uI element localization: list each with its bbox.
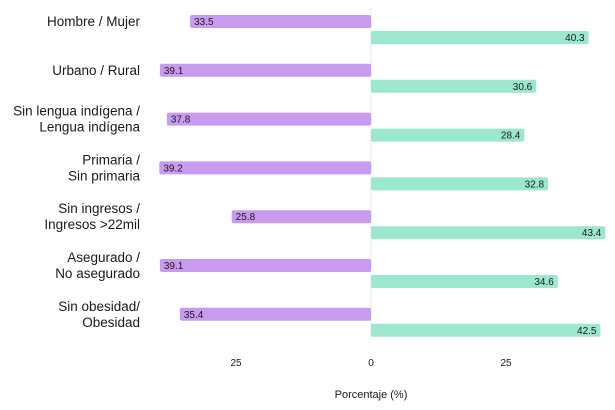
value-label-left-1: 39.1	[164, 66, 184, 77]
value-label-left-6: 35.4	[184, 310, 204, 321]
value-label-right-5: 34.6	[534, 277, 554, 288]
category-label-5-line-0: Asegurado /	[67, 250, 140, 265]
value-label-right-0: 40.3	[565, 33, 585, 44]
x-axis-ticks: 25 0 25	[230, 358, 512, 369]
x-axis-title: Porcentaje (%)	[335, 389, 408, 401]
value-label-right-6: 42.5	[577, 326, 597, 337]
bar-right-5	[371, 275, 558, 288]
bar-left-6	[179, 307, 371, 321]
category-label-1-line-0: Urbano / Rural	[52, 63, 140, 78]
value-label-left-2: 37.8	[171, 115, 191, 126]
category-label-6-line-1: Obesidad	[82, 315, 140, 330]
bar-left-2	[166, 112, 371, 126]
bar-left-5	[159, 259, 371, 272]
bar-right-3	[371, 177, 549, 191]
category-label-5-line-1: No asegurado	[55, 266, 140, 281]
category-label-6-line-0: Sin obesidad/	[58, 299, 140, 314]
category-label-0-line-0: Hombre / Mujer	[47, 14, 141, 29]
bar-right-0	[371, 31, 589, 44]
bar-right-1	[371, 79, 537, 93]
category-label-2-line-1: Lengua indígena	[39, 120, 140, 135]
bar-left-1	[159, 63, 371, 77]
bar-left-4	[231, 210, 371, 224]
x-tick-label-2: 25	[500, 358, 512, 369]
value-label-left-3: 39.2	[163, 163, 183, 174]
category-label-4-line-0: Sin ingresos /	[58, 201, 140, 216]
value-label-left-5: 39.1	[164, 261, 184, 272]
value-label-right-4: 43.4	[582, 228, 602, 239]
bar-left-3	[159, 161, 371, 175]
category-label-2-line-0: Sin lengua indígena /	[13, 104, 140, 119]
bar-right-2	[371, 128, 525, 142]
bars: 33.5 40.3 39.1 30.6 37.8 28.4 39.2 32.8 25.8 43.4…	[159, 15, 606, 337]
x-tick-label-1: 0	[368, 358, 374, 369]
category-label-3-line-0: Primaria /	[82, 152, 140, 167]
value-label-left-0: 33.5	[194, 17, 214, 28]
value-label-right-1: 30.6	[513, 82, 533, 93]
bar-right-6	[371, 323, 601, 337]
value-label-right-2: 28.4	[501, 131, 521, 142]
category-label-3-line-1: Sin primaria	[68, 168, 141, 183]
category-label-4-line-1: Ingresos >22mil	[44, 217, 140, 232]
x-tick-label-0: 25	[230, 358, 242, 369]
value-label-left-4: 25.8	[236, 212, 256, 223]
bar-left-0	[190, 15, 371, 28]
bar-right-4	[371, 226, 606, 240]
value-label-right-3: 32.8	[525, 179, 545, 190]
category-labels: Hombre / Mujer Urbano / Rural Sin lengua i…	[13, 14, 140, 330]
